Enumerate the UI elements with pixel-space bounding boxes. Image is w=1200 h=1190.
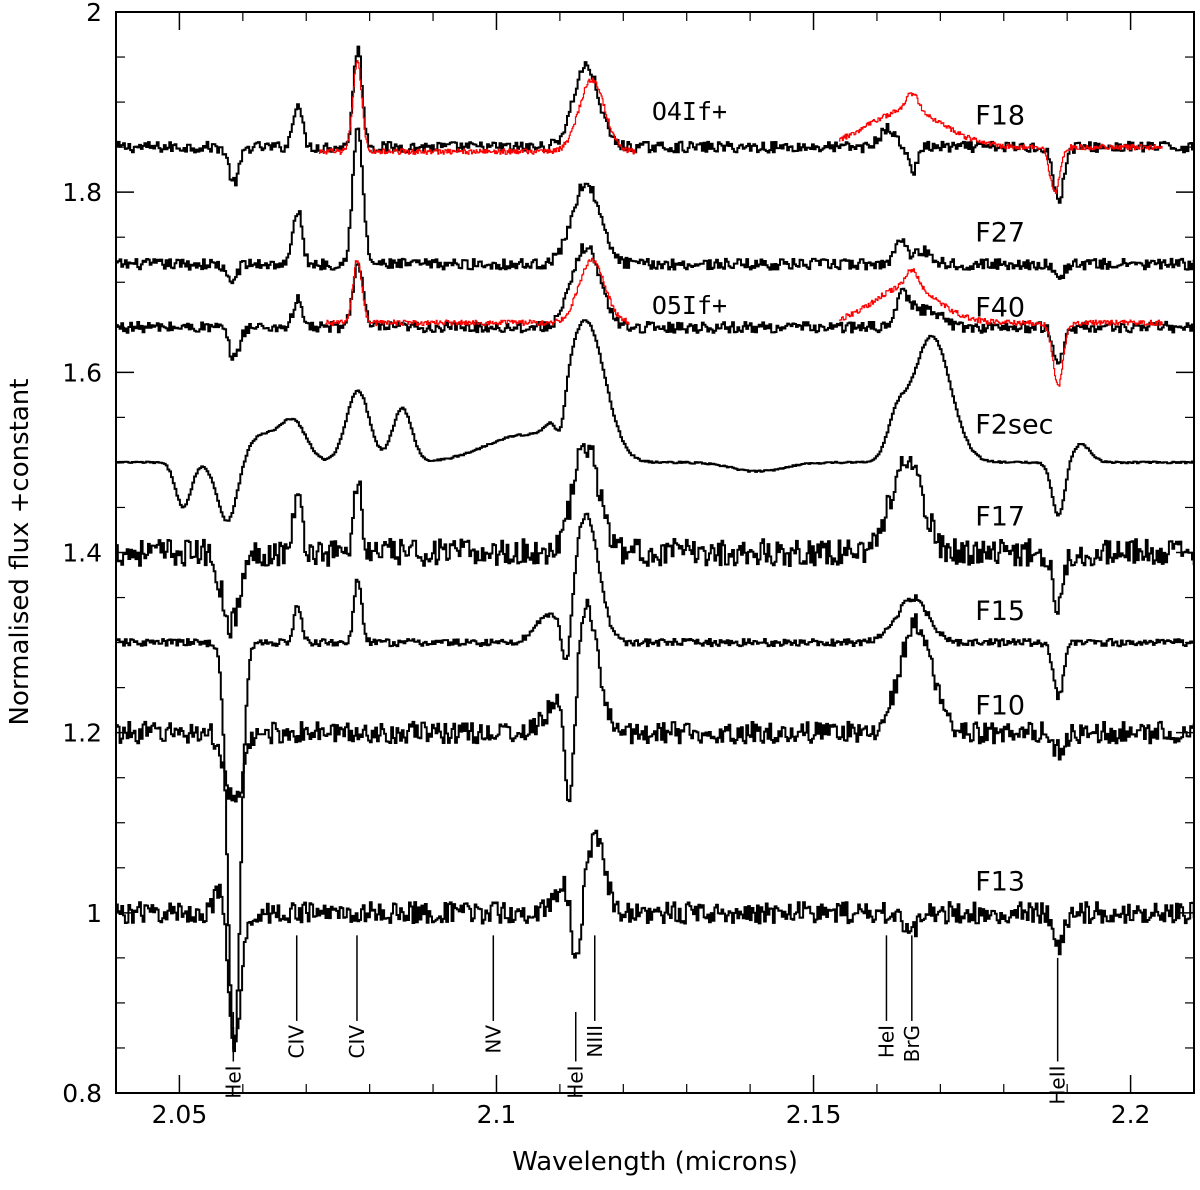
spectral-type-label: O4If+ [652, 97, 727, 126]
comparison-line-o4ifplus [838, 92, 1163, 194]
line-id-label: HeI [221, 1065, 245, 1098]
spectral-type-label: O5If+ [652, 291, 727, 320]
y-tick-label: 1.4 [62, 539, 102, 568]
comparison-line-o5ifplus [325, 257, 630, 327]
plot-frame [115, 11, 1195, 1094]
series-line-f17 [116, 443, 1195, 639]
y-tick-label: 1.8 [62, 178, 102, 207]
x-axis-label: Wavelength (microns) [512, 1147, 798, 1177]
series-label-f17: F17 [975, 501, 1025, 532]
series-label-f27: F27 [975, 218, 1025, 249]
axis-ticks: 2.05 2.1 2.15 2.2 0.8 1 1.2 1.4 1.6 1.8 2 [62, 0, 1195, 1129]
x-tick-label: 2.2 [1111, 1100, 1151, 1129]
series-line-f13 [116, 829, 1195, 1053]
y-tick-label: 1 [86, 899, 102, 928]
line-id-label: NV [481, 1025, 505, 1054]
line-id-label: HeI [564, 1065, 588, 1098]
series-line-f15 [116, 512, 1195, 1050]
line-id-label: HeI [874, 1025, 898, 1058]
line-id-label: HeII [1046, 1065, 1070, 1104]
line-id-label: CIV [285, 1025, 309, 1059]
y-tick-label: 2 [86, 0, 102, 27]
series-layer [116, 45, 1195, 1053]
y-tick-label: 1.2 [62, 719, 102, 748]
series-line-f10 [116, 598, 1195, 803]
line-id-label: NIII [583, 1025, 607, 1058]
series-label-f15: F15 [975, 596, 1025, 627]
series-label-f10: F10 [975, 691, 1025, 722]
series-line-f18 [116, 45, 1195, 204]
comparison-line-o5ifplus [838, 268, 1163, 387]
series-line-f2sec [116, 319, 1195, 522]
line-id-label: BrG [900, 1025, 924, 1062]
x-tick-label: 2.15 [786, 1100, 842, 1129]
series-line-f27 [116, 127, 1195, 285]
line-id-label: CIV [345, 1025, 369, 1059]
y-axis-label: Normalised flux +constant [5, 379, 35, 726]
series-label-f2sec: F2sec [975, 410, 1053, 441]
y-tick-label: 0.8 [62, 1079, 102, 1108]
y-tick-label: 1.6 [62, 358, 102, 387]
series-label-f18: F18 [975, 101, 1025, 132]
x-tick-label: 2.05 [152, 1100, 208, 1129]
series-label-f13: F13 [975, 866, 1025, 897]
labels-layer: F18 F27 F40 F2sec F17 F15 F10 F13 O4If+ O5If+ HeI C… [221, 97, 1069, 1105]
series-label-f40: F40 [975, 292, 1025, 323]
x-tick-label: 2.1 [477, 1100, 517, 1129]
series-line-f40 [116, 243, 1195, 365]
comparison-line-o4ifplus [318, 60, 637, 155]
